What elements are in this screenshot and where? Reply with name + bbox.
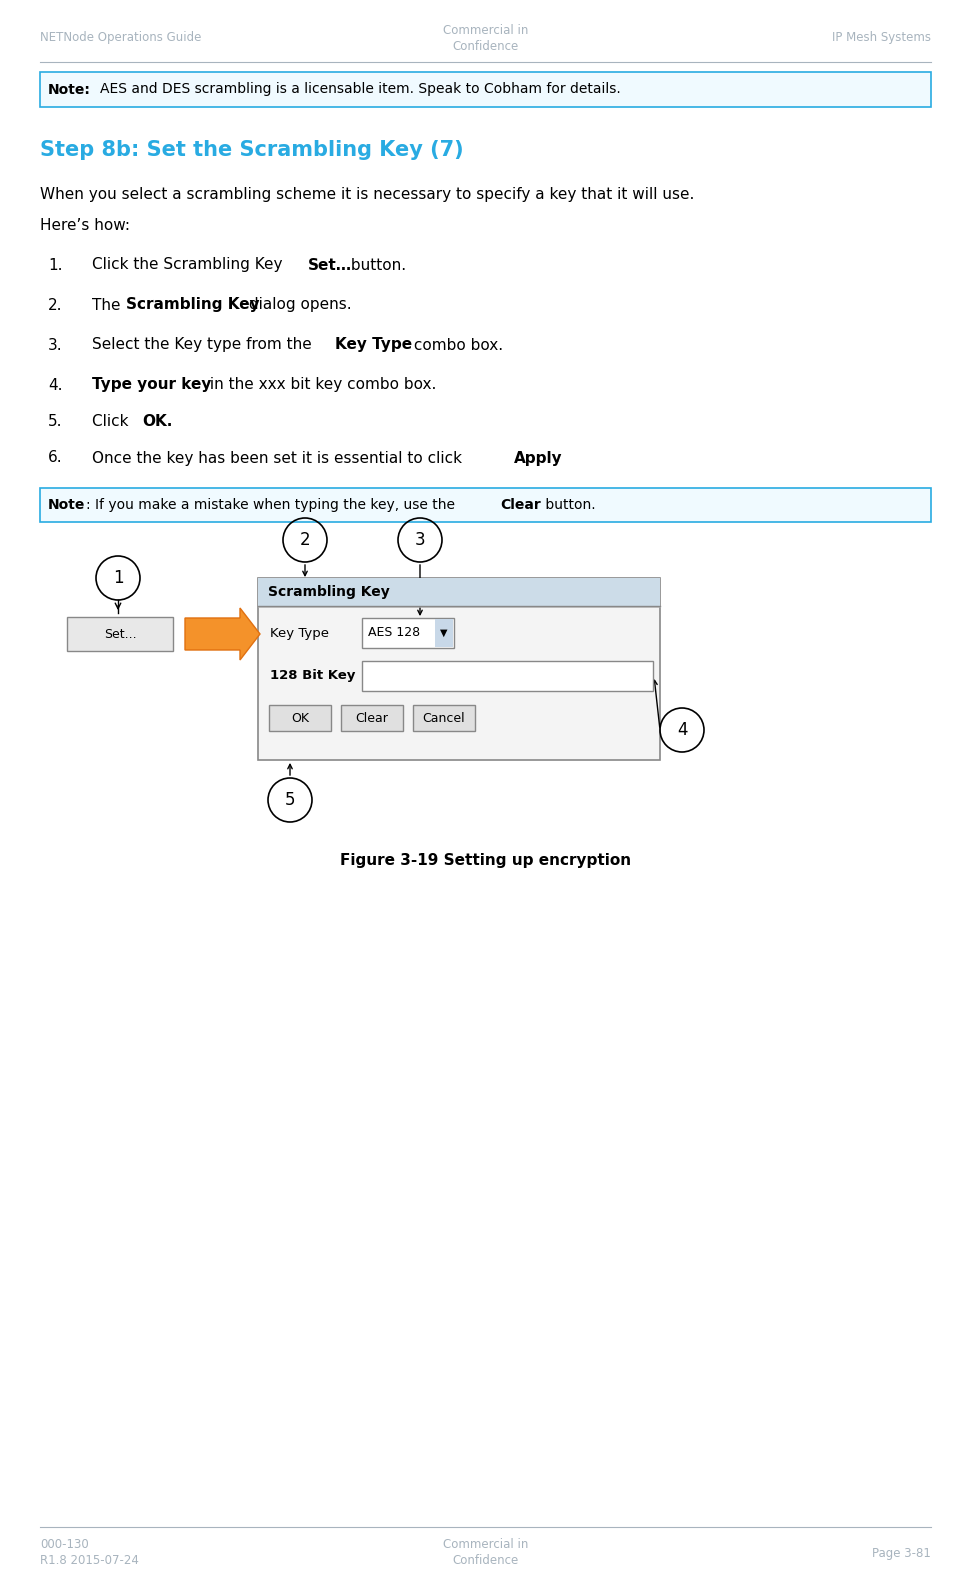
Text: Page 3-81: Page 3-81 bbox=[872, 1547, 931, 1560]
Text: Scrambling Key: Scrambling Key bbox=[126, 297, 259, 313]
Text: 1: 1 bbox=[113, 568, 123, 587]
Text: Note: Note bbox=[48, 497, 85, 512]
Text: Set…: Set… bbox=[308, 258, 352, 272]
FancyBboxPatch shape bbox=[413, 705, 475, 730]
Text: Scrambling Key: Scrambling Key bbox=[268, 586, 389, 600]
Text: 3.: 3. bbox=[48, 337, 62, 353]
Text: Commercial in
Confidence: Commercial in Confidence bbox=[443, 24, 528, 52]
Text: ▼: ▼ bbox=[440, 628, 448, 637]
Text: 128 Bit Key: 128 Bit Key bbox=[270, 669, 355, 683]
Text: 5.: 5. bbox=[48, 414, 62, 430]
Text: Once the key has been set it is essential to click: Once the key has been set it is essentia… bbox=[92, 450, 467, 466]
Text: in the xxx bit key combo box.: in the xxx bit key combo box. bbox=[205, 378, 436, 392]
Text: Cancel: Cancel bbox=[422, 711, 465, 724]
Text: dialog opens.: dialog opens. bbox=[244, 297, 352, 313]
Text: AES 128: AES 128 bbox=[368, 626, 420, 639]
Text: Click: Click bbox=[92, 414, 133, 430]
Polygon shape bbox=[185, 608, 260, 660]
Text: 6.: 6. bbox=[48, 450, 62, 466]
Text: button.: button. bbox=[541, 497, 595, 512]
Text: button.: button. bbox=[346, 258, 406, 272]
FancyBboxPatch shape bbox=[269, 705, 331, 730]
Text: The: The bbox=[92, 297, 125, 313]
Text: 000-130
R1.8 2015-07-24: 000-130 R1.8 2015-07-24 bbox=[40, 1538, 139, 1568]
Text: NETNode Operations Guide: NETNode Operations Guide bbox=[40, 31, 201, 44]
Text: Select the Key type from the: Select the Key type from the bbox=[92, 337, 317, 353]
Text: When you select a scrambling scheme it is necessary to specify a key that it wil: When you select a scrambling scheme it i… bbox=[40, 187, 694, 203]
FancyBboxPatch shape bbox=[40, 72, 931, 107]
Text: Figure 3-19 Setting up encryption: Figure 3-19 Setting up encryption bbox=[340, 853, 631, 867]
FancyBboxPatch shape bbox=[362, 619, 454, 648]
Text: Apply: Apply bbox=[514, 450, 562, 466]
Text: : If you make a mistake when typing the key, use the: : If you make a mistake when typing the … bbox=[86, 497, 459, 512]
Text: Step 8b: Set the Scrambling Key (7): Step 8b: Set the Scrambling Key (7) bbox=[40, 140, 463, 161]
Text: 4: 4 bbox=[677, 721, 687, 740]
Text: 4.: 4. bbox=[48, 378, 62, 392]
FancyBboxPatch shape bbox=[40, 488, 931, 523]
Text: Type your key: Type your key bbox=[92, 378, 212, 392]
Text: Commercial in
Confidence: Commercial in Confidence bbox=[443, 1538, 528, 1568]
Text: Clear: Clear bbox=[500, 497, 541, 512]
FancyBboxPatch shape bbox=[362, 661, 653, 691]
FancyBboxPatch shape bbox=[67, 617, 173, 652]
Text: 1.: 1. bbox=[48, 258, 62, 272]
Text: combo box.: combo box. bbox=[409, 337, 503, 353]
Text: AES and DES scrambling is a licensable item. Speak to Cobham for details.: AES and DES scrambling is a licensable i… bbox=[100, 82, 620, 96]
Text: .: . bbox=[554, 450, 559, 466]
Text: 2: 2 bbox=[300, 530, 311, 549]
FancyBboxPatch shape bbox=[258, 578, 660, 760]
Text: Clear: Clear bbox=[355, 711, 388, 724]
Text: Here’s how:: Here’s how: bbox=[40, 217, 130, 233]
Text: Key Type: Key Type bbox=[270, 626, 329, 639]
Text: OK.: OK. bbox=[142, 414, 173, 430]
Text: 5: 5 bbox=[285, 792, 295, 809]
Text: Set...: Set... bbox=[104, 628, 136, 641]
Text: 3: 3 bbox=[415, 530, 425, 549]
Text: 2.: 2. bbox=[48, 297, 62, 313]
FancyBboxPatch shape bbox=[258, 578, 660, 606]
Text: Click the Scrambling Key: Click the Scrambling Key bbox=[92, 258, 287, 272]
Text: Key Type: Key Type bbox=[335, 337, 412, 353]
Text: Note:: Note: bbox=[48, 82, 91, 96]
Text: IP Mesh Systems: IP Mesh Systems bbox=[832, 31, 931, 44]
FancyBboxPatch shape bbox=[435, 619, 453, 647]
Text: OK: OK bbox=[291, 711, 309, 724]
FancyBboxPatch shape bbox=[341, 705, 403, 730]
